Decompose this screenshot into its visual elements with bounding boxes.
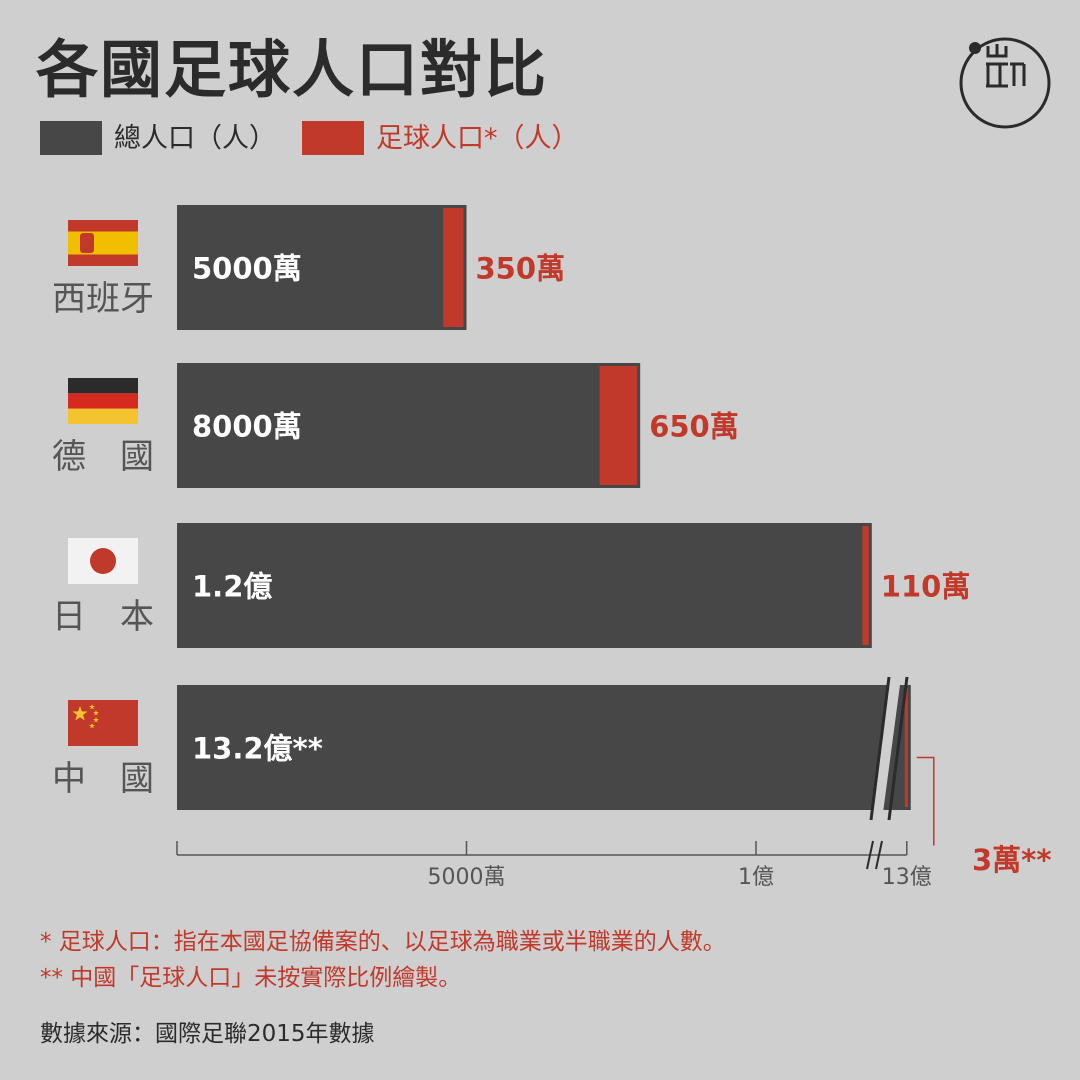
logo-icon bbox=[959, 37, 1051, 129]
axis-break-gap bbox=[870, 676, 901, 821]
football-population-bar bbox=[599, 366, 638, 485]
football-population-bar bbox=[862, 526, 869, 645]
country-name: 德 國 bbox=[52, 437, 154, 477]
axis-break-mark bbox=[875, 840, 883, 870]
total-population-bar bbox=[177, 685, 911, 810]
footnote-china-scale: ** 中國「足球人口」未按實際比例繪製。 bbox=[40, 965, 462, 991]
legend-swatch-football bbox=[302, 121, 364, 155]
spain-flag-icon bbox=[68, 220, 138, 266]
axis-break-mark bbox=[866, 840, 874, 870]
x-axis-tick-label: 1億 bbox=[738, 865, 774, 890]
x-axis-tick-label: 5000萬 bbox=[428, 865, 506, 890]
total-population-bar bbox=[177, 205, 467, 330]
football-population-bar bbox=[443, 208, 464, 327]
germany-flag-icon bbox=[68, 378, 138, 424]
total-population-bar bbox=[177, 523, 872, 648]
axis-break-mark bbox=[869, 676, 891, 821]
football-population-label: 110萬 bbox=[881, 570, 971, 604]
japan-flag-icon bbox=[68, 538, 138, 584]
football-population-bar bbox=[904, 688, 908, 807]
total-population-label: 5000萬 bbox=[192, 252, 302, 286]
data-source: 數據來源：國際足聯2015年數據 bbox=[40, 1021, 375, 1047]
footnote-football-definition: * 足球人口：指在本國足協備案的、以足球為職業或半職業的人數。 bbox=[40, 929, 726, 955]
chart-title: 各國足球人口對比 bbox=[36, 33, 549, 106]
legend-label-football: 足球人口*（人） bbox=[376, 123, 579, 154]
total-population-label: 1.2億 bbox=[192, 570, 272, 604]
china-flag-icon bbox=[68, 700, 138, 746]
legend-swatch-total bbox=[40, 121, 102, 155]
country-name: 日 本 bbox=[52, 597, 154, 637]
china-football-leader-line bbox=[916, 756, 935, 846]
country-name: 西班牙 bbox=[52, 279, 154, 319]
total-population-label: 8000萬 bbox=[192, 410, 302, 444]
x-axis-tick-label: 13億 bbox=[882, 865, 932, 890]
total-population-label: 13.2億** bbox=[192, 732, 323, 766]
football-population-label: 350萬 bbox=[476, 252, 566, 286]
football-population-label: 650萬 bbox=[649, 410, 739, 444]
legend-label-total: 總人口（人） bbox=[114, 123, 276, 154]
football-population-label: 3萬** bbox=[972, 843, 1052, 877]
axis-break-mark bbox=[887, 676, 909, 821]
total-population-bar bbox=[177, 363, 641, 488]
country-name: 中 國 bbox=[52, 759, 154, 799]
